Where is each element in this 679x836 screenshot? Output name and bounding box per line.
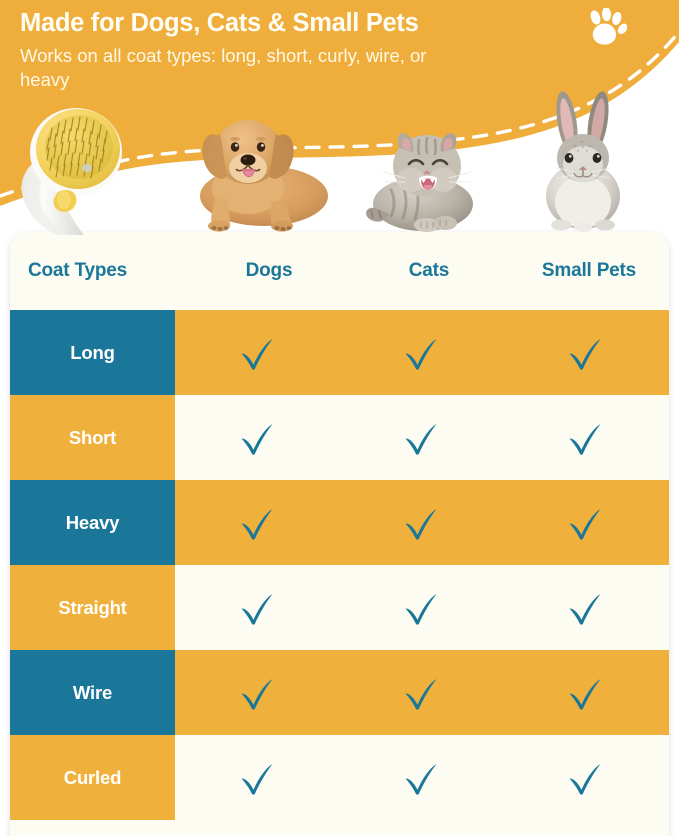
cell-short-small-pets [503, 421, 667, 455]
row-values [175, 650, 669, 735]
coat-type-table-card: Coat Types Dogs Cats Small Pets Long Sho… [10, 232, 669, 836]
row-label-curled: Curled [10, 735, 175, 820]
cell-curled-small-pets [503, 761, 667, 795]
table-body: Long Short Heavy Straight Wire Curled [10, 310, 669, 820]
check-icon [405, 763, 437, 795]
check-icon [405, 678, 437, 710]
check-icon [569, 423, 601, 455]
row-values [175, 310, 669, 395]
cell-curled-dogs [175, 761, 339, 795]
check-icon [241, 593, 273, 625]
cell-long-small-pets [503, 336, 667, 370]
paw-print-icon [590, 8, 627, 45]
row-label-straight: Straight [10, 565, 175, 650]
check-icon [569, 593, 601, 625]
row-values [175, 565, 669, 650]
check-icon [569, 678, 601, 710]
table-row: Wire [10, 650, 669, 735]
cell-short-cats [339, 421, 503, 455]
check-icon [241, 763, 273, 795]
table-row: Heavy [10, 480, 669, 565]
check-icon [569, 508, 601, 540]
product-brush-photo [21, 108, 122, 235]
dog-photo [200, 120, 328, 232]
cell-wire-small-pets [503, 676, 667, 710]
row-values [175, 395, 669, 480]
check-icon [241, 508, 273, 540]
cell-long-cats [339, 336, 503, 370]
table-row: Curled [10, 735, 669, 820]
row-values [175, 735, 669, 820]
table-row: Short [10, 395, 669, 480]
page-title: Made for Dogs, Cats & Small Pets [20, 9, 419, 37]
check-icon [405, 423, 437, 455]
check-icon [569, 763, 601, 795]
cell-wire-cats [339, 676, 503, 710]
table-row: Long [10, 310, 669, 395]
rabbit-photo [546, 91, 620, 232]
check-icon [241, 338, 273, 370]
cell-straight-small-pets [503, 591, 667, 625]
cell-wire-dogs [175, 676, 339, 710]
check-icon [405, 508, 437, 540]
column-header-small-pets: Small Pets [541, 260, 637, 281]
table-header-row: Coat Types Dogs Cats Small Pets [10, 232, 669, 310]
check-icon [405, 593, 437, 625]
cell-curled-cats [339, 761, 503, 795]
table-row: Straight [10, 565, 669, 650]
hero-banner: Made for Dogs, Cats & Small Pets Works o… [0, 0, 679, 236]
cell-heavy-dogs [175, 506, 339, 540]
check-icon [241, 678, 273, 710]
hero-text-block: Made for Dogs, Cats & Small Pets Works o… [20, 6, 620, 92]
cell-short-dogs [175, 421, 339, 455]
column-header-cats: Cats [408, 260, 450, 281]
cell-straight-dogs [175, 591, 339, 625]
column-header-coat-types: Coat Types [28, 260, 128, 281]
row-label-short: Short [10, 395, 175, 480]
cell-heavy-small-pets [503, 506, 667, 540]
cell-straight-cats [339, 591, 503, 625]
row-label-long: Long [10, 310, 175, 395]
cell-heavy-cats [339, 506, 503, 540]
hero-subtitle: Works on all coat types: long, short, cu… [20, 45, 427, 90]
check-icon [405, 338, 437, 370]
cell-long-dogs [175, 336, 339, 370]
check-icon [241, 423, 273, 455]
cat-photo [366, 133, 473, 232]
row-label-heavy: Heavy [10, 480, 175, 565]
row-values [175, 480, 669, 565]
row-label-wire: Wire [10, 650, 175, 735]
check-icon [569, 338, 601, 370]
column-header-dogs: Dogs [245, 260, 293, 281]
